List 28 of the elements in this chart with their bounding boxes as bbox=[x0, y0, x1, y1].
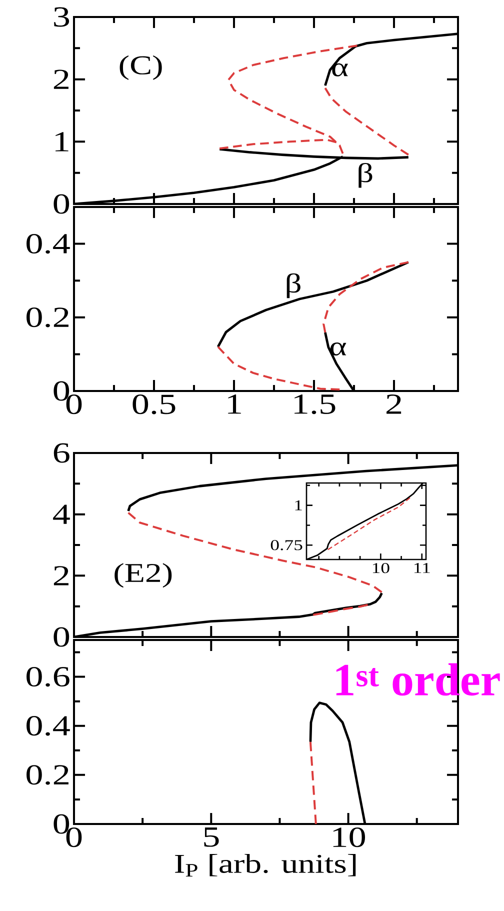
x-tick-label: 11 bbox=[414, 563, 430, 573]
annotation: α bbox=[332, 63, 348, 76]
x-tick-label: 5 bbox=[204, 828, 219, 847]
y-tick-label: 4 bbox=[53, 504, 70, 524]
y-tick-label: 2 bbox=[54, 70, 68, 89]
y-tick-label: 0.2 bbox=[26, 765, 68, 785]
text: (C) bbox=[120, 55, 162, 80]
x-tick-label: 1 bbox=[228, 394, 241, 414]
y-tick-label: 0.6 bbox=[26, 666, 70, 687]
y-tick-label: 6 bbox=[54, 443, 70, 463]
x-tick-label: 10 bbox=[333, 828, 366, 848]
text: (E2) bbox=[114, 563, 172, 588]
y-tick-label: 0 bbox=[54, 627, 70, 647]
annotation: β bbox=[286, 273, 300, 298]
annotation: α bbox=[330, 342, 346, 356]
x-tick-label: 2 bbox=[386, 394, 402, 414]
x-tick-label: 0.5 bbox=[132, 394, 176, 414]
y-tick-label: 0 bbox=[54, 194, 70, 214]
y-tick-label: 1 bbox=[56, 132, 68, 152]
y-tick-label: 0.75 bbox=[270, 540, 302, 550]
x-tick-label: 10 bbox=[372, 563, 390, 574]
x-axis-title: I$_{P}$ [arb. units] bbox=[175, 854, 356, 877]
annotation: β bbox=[358, 163, 372, 188]
y-tick-label: 0.2 bbox=[26, 308, 68, 328]
y-tick-label: 3 bbox=[54, 7, 70, 27]
x-tick-label: 1.5 bbox=[294, 394, 336, 414]
y-tick-label: 0.4 bbox=[26, 716, 70, 736]
y-tick-label: 0.4 bbox=[26, 234, 70, 254]
